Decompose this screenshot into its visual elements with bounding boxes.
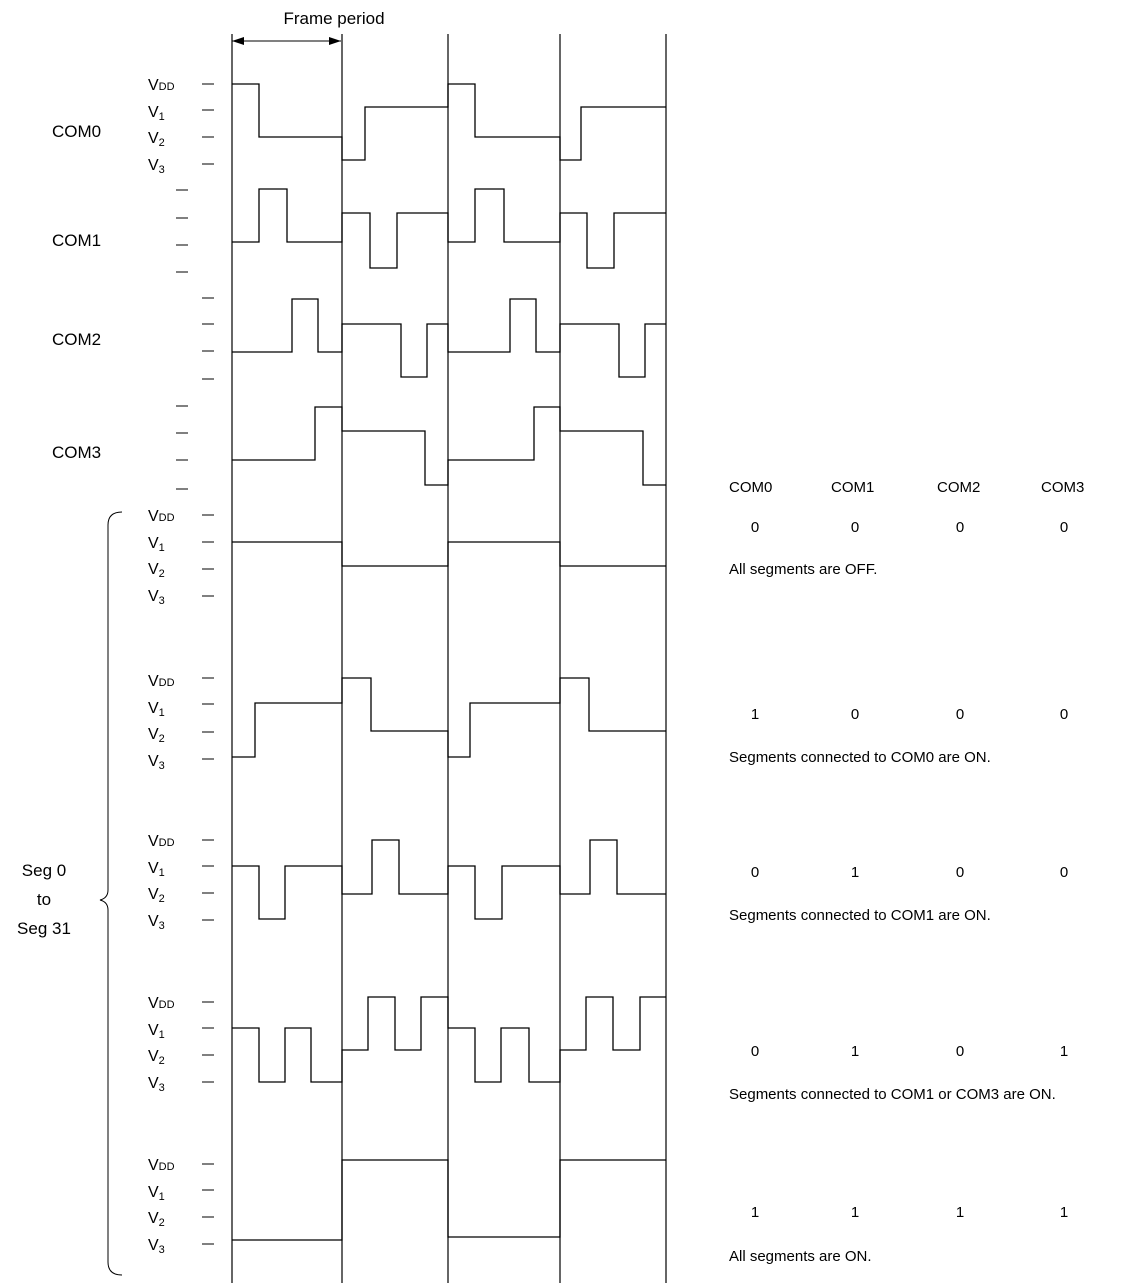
svg-text:1: 1 — [1060, 1204, 1068, 1221]
com1-waveform — [232, 188, 666, 269]
seg-level-labels: VDD V1 V2 V3 VDD V1 V2 V3 VDD V1 V2 V3 V… — [148, 508, 175, 1256]
svg-text:0: 0 — [1060, 706, 1068, 723]
frame-period-label: Frame period — [283, 9, 384, 28]
svg-text:0: 0 — [956, 864, 964, 881]
seg-row-5-levels: VDD V1 V2 V3 — [148, 1157, 175, 1256]
seg-label-line1: Seg 0 — [22, 861, 66, 880]
svg-text:V2: V2 — [148, 1210, 165, 1229]
seg-row-1-levels: VDD V1 V2 V3 — [148, 508, 175, 607]
svg-text:V1: V1 — [148, 700, 165, 719]
com-labels: COM0 COM1 COM2 COM3 — [52, 122, 101, 462]
table-row: 0 0 0 0 All segments are OFF. — [729, 519, 1068, 578]
svg-text:V1: V1 — [148, 860, 165, 879]
seg-level-ticks — [202, 514, 214, 1245]
seg-waveforms — [232, 541, 666, 1241]
frame-period-marker: Frame period — [232, 9, 385, 45]
svg-text:V1: V1 — [148, 1022, 165, 1041]
row-caption: Segments connected to COM1 are ON. — [729, 907, 991, 924]
seg-bracket: Seg 0 to Seg 31 — [17, 511, 123, 1276]
seg-waveform-2 — [232, 677, 666, 758]
com-waveforms — [232, 83, 666, 486]
svg-text:0: 0 — [851, 519, 859, 536]
svg-text:0: 0 — [956, 1043, 964, 1060]
svg-text:V2: V2 — [148, 1048, 165, 1067]
svg-text:0: 0 — [1060, 519, 1068, 536]
svg-text:0: 0 — [851, 706, 859, 723]
truth-table: COM0 COM1 COM2 COM3 0 0 0 0 All segments… — [729, 479, 1084, 1265]
com3-label: COM3 — [52, 443, 101, 462]
table-header: COM0 COM1 COM2 COM3 — [729, 479, 1084, 496]
svg-text:1: 1 — [956, 1204, 964, 1221]
svg-text:V3: V3 — [148, 1237, 165, 1256]
svg-text:0: 0 — [956, 706, 964, 723]
svg-text:0: 0 — [956, 519, 964, 536]
seg-row-2-levels: VDD V1 V2 V3 — [148, 673, 175, 772]
table-row: 0 1 0 1 Segments connected to COM1 or CO… — [729, 1043, 1068, 1103]
svg-text:1: 1 — [1060, 1043, 1068, 1060]
svg-text:VDD: VDD — [148, 833, 175, 850]
svg-text:VDD: VDD — [148, 673, 175, 690]
svg-text:0: 0 — [751, 1043, 759, 1060]
com3-waveform — [232, 406, 666, 486]
level-vdd-label: VDD — [148, 77, 175, 94]
svg-text:V1: V1 — [148, 1184, 165, 1203]
svg-text:1: 1 — [851, 1043, 859, 1060]
seg-label-line2: to — [37, 890, 51, 909]
seg-row-4-levels: VDD V1 V2 V3 — [148, 995, 175, 1094]
table-row: 0 1 0 0 Segments connected to COM1 are O… — [729, 864, 1068, 924]
level-v3-label: V3 — [148, 157, 165, 176]
seg-row-3-levels: VDD V1 V2 V3 — [148, 833, 175, 932]
row-caption: Segments connected to COM0 are ON. — [729, 749, 991, 766]
level-v1-label: V1 — [148, 104, 165, 123]
row-caption: All segments are ON. — [729, 1248, 872, 1265]
header-com0: COM0 — [729, 479, 772, 496]
header-com2: COM2 — [937, 479, 980, 496]
header-com1: COM1 — [831, 479, 874, 496]
table-row: 1 1 1 1 All segments are ON. — [729, 1204, 1068, 1265]
svg-text:V3: V3 — [148, 588, 165, 607]
com0-level-labels: VDD V1 V2 V3 — [148, 77, 175, 176]
svg-text:V2: V2 — [148, 886, 165, 905]
seg-waveform-3 — [232, 839, 666, 920]
svg-text:1: 1 — [851, 864, 859, 881]
seg-waveform-1 — [232, 541, 666, 567]
com0-waveform — [232, 83, 666, 161]
svg-text:V3: V3 — [148, 753, 165, 772]
row-caption: All segments are OFF. — [729, 561, 877, 578]
com-level-ticks — [176, 83, 214, 490]
svg-text:0: 0 — [751, 519, 759, 536]
seg-label-line3: Seg 31 — [17, 919, 71, 938]
svg-text:V2: V2 — [148, 561, 165, 580]
row-caption: Segments connected to COM1 or COM3 are O… — [729, 1086, 1056, 1103]
svg-text:V2: V2 — [148, 726, 165, 745]
svg-text:1: 1 — [751, 1204, 759, 1221]
com0-label: COM0 — [52, 122, 101, 141]
seg-waveform-5 — [232, 1159, 666, 1241]
svg-text:0: 0 — [751, 864, 759, 881]
svg-text:VDD: VDD — [148, 1157, 175, 1174]
frame-boundaries — [231, 34, 667, 1283]
svg-text:V3: V3 — [148, 1075, 165, 1094]
seg-waveform-4 — [232, 996, 666, 1083]
svg-text:V1: V1 — [148, 535, 165, 554]
svg-text:VDD: VDD — [148, 995, 175, 1012]
svg-text:1: 1 — [751, 706, 759, 723]
svg-text:V3: V3 — [148, 913, 165, 932]
com2-waveform — [232, 298, 666, 378]
level-v2-label: V2 — [148, 130, 165, 149]
table-row: 1 0 0 0 Segments connected to COM0 are O… — [729, 706, 1068, 766]
com2-label: COM2 — [52, 330, 101, 349]
svg-text:0: 0 — [1060, 864, 1068, 881]
com1-label: COM1 — [52, 231, 101, 250]
svg-text:1: 1 — [851, 1204, 859, 1221]
svg-text:VDD: VDD — [148, 508, 175, 525]
header-com3: COM3 — [1041, 479, 1084, 496]
